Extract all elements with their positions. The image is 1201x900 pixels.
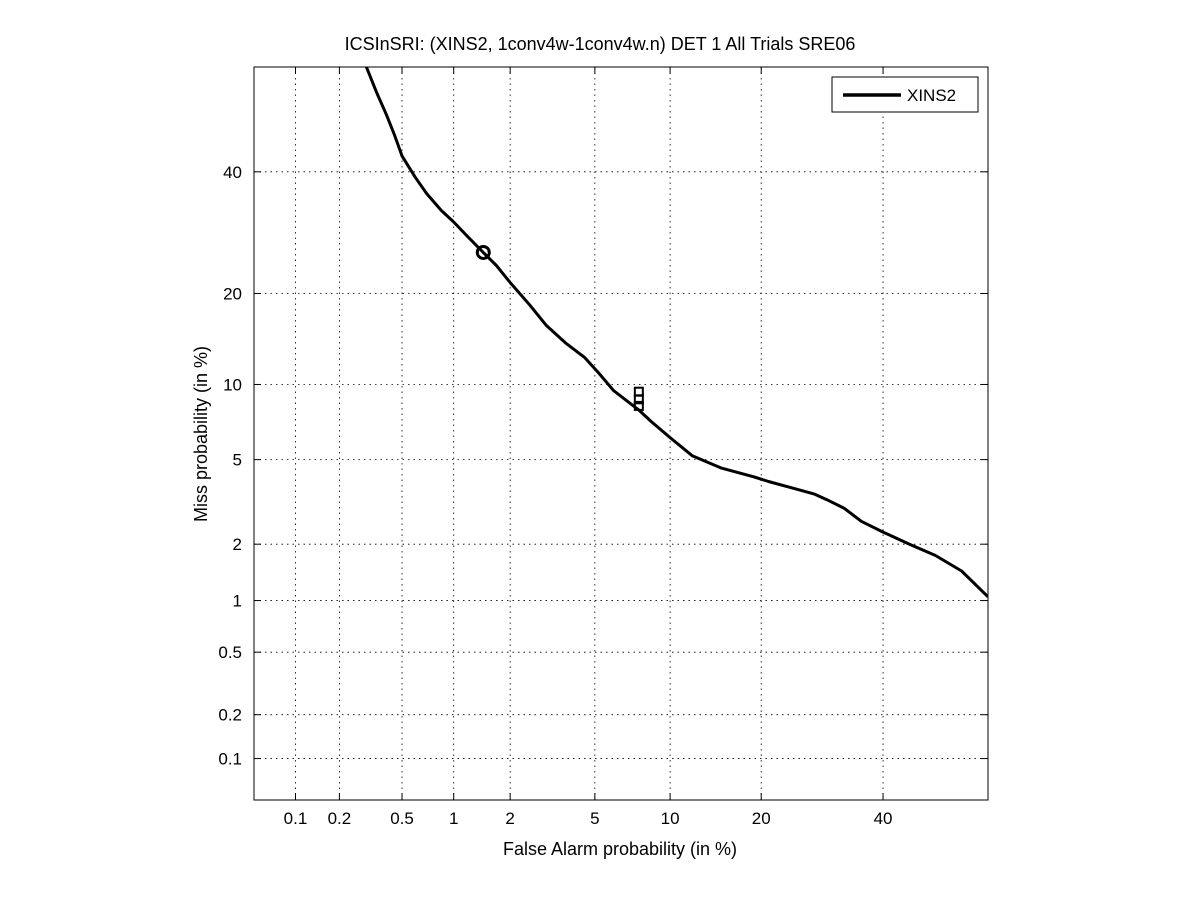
plot-frame (253, 66, 989, 801)
y-tick-label: 1 (233, 592, 242, 611)
actual-dcf-square-marker (633, 386, 644, 397)
y-axis-label: Miss probability (in %) (191, 346, 211, 522)
x-tick-label: 40 (874, 809, 893, 828)
chart-title: ICSInSRI: (XINS2, 1conv4w-1conv4w.n) DET… (345, 34, 856, 54)
x-tick-label: 20 (752, 809, 771, 828)
x-tick-label: 2 (505, 809, 514, 828)
y-tick-label: 0.1 (218, 750, 242, 769)
legend-entry-label: XINS2 (907, 86, 956, 105)
x-tick-label: 10 (661, 809, 680, 828)
y-tick-label: 10 (223, 375, 242, 394)
x-tick-label: 0.5 (390, 809, 414, 828)
y-tick-label: 0.2 (218, 706, 242, 725)
y-tick-label: 5 (233, 451, 242, 470)
y-tick-label: 2 (233, 535, 242, 554)
axis-ticks: 0.1 0.2 0.5 1 2 5 10 20 40 0.1 0.2 0.5 1 2 5 10 20 40 (218, 67, 988, 828)
x-tick-label: 5 (590, 809, 599, 828)
plot-markers (475, 244, 644, 411)
x-tick-label: 1 (449, 809, 458, 828)
min-dcf-circle-marker (475, 244, 491, 260)
x-axis-label: False Alarm probability (in %) (503, 839, 737, 859)
y-tick-label: 20 (223, 284, 242, 303)
x-tick-label: 0.2 (328, 809, 352, 828)
plot-series (365, 67, 988, 598)
y-tick-label: 40 (223, 163, 242, 182)
grid (254, 67, 988, 800)
y-tick-label: 0.5 (218, 643, 242, 662)
series-line-xins2 (365, 67, 988, 598)
x-tick-label: 0.1 (284, 809, 308, 828)
legend: XINS2 (831, 76, 979, 113)
actual-dcf-square-marker (633, 400, 644, 411)
